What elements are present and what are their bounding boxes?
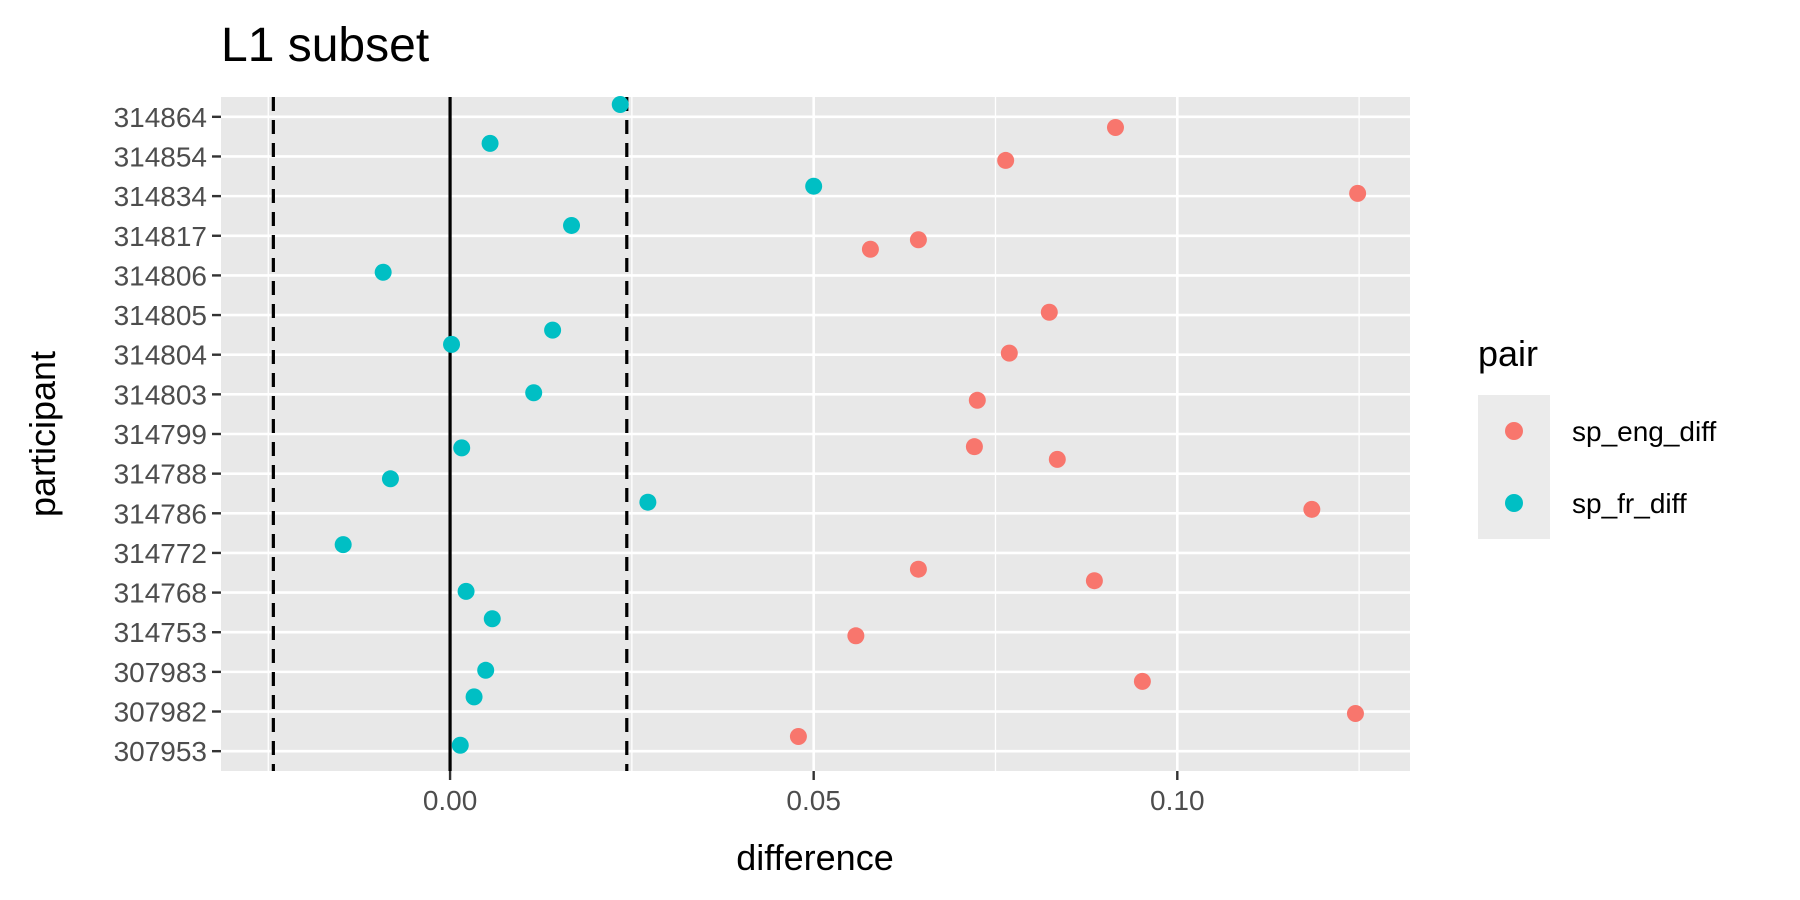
y-tick-label: 314804 <box>114 340 207 371</box>
y-tick-label: 314772 <box>114 538 207 569</box>
point-sp_fr_diff <box>457 582 475 600</box>
point-sp_eng_diff <box>1303 500 1321 518</box>
y-tick-label: 314768 <box>114 578 207 609</box>
point-sp_eng_diff <box>909 560 927 578</box>
x-axis-ticks: 0.00 0.05 0.10 <box>423 771 1205 816</box>
point-sp_eng_diff <box>965 438 983 456</box>
point-sp_fr_diff <box>544 321 562 339</box>
point-sp_fr_diff <box>477 661 495 679</box>
point-sp_fr_diff <box>381 470 399 488</box>
point-sp_eng_diff <box>1000 344 1018 362</box>
y-tick-label: 314788 <box>114 459 207 490</box>
point-sp_eng_diff <box>861 240 879 258</box>
point-sp_fr_diff <box>443 335 461 353</box>
legend-label-sp-eng-diff: sp_eng_diff <box>1572 416 1717 447</box>
y-axis-ticks: 314864 314854 314834 314817 314806 314805 3148… <box>114 102 221 767</box>
legend-title: pair <box>1478 333 1538 374</box>
point-sp_fr_diff <box>483 610 501 628</box>
y-tick-label: 314753 <box>114 617 207 648</box>
y-axis-title: participant <box>22 351 63 517</box>
legend-label-sp-fr-diff: sp_fr_diff <box>1572 488 1687 519</box>
point-sp_fr_diff <box>639 493 657 511</box>
point-sp_eng_diff <box>1085 572 1103 590</box>
point-sp_fr_diff <box>465 688 483 706</box>
grid-lines <box>221 97 1410 771</box>
point-sp_eng_diff <box>1346 705 1364 723</box>
y-tick-label: 314817 <box>114 221 207 252</box>
y-tick-label: 314803 <box>114 379 207 410</box>
y-tick-label: 314834 <box>114 181 207 212</box>
point-sp_eng_diff <box>1040 303 1058 321</box>
y-tick-label: 307983 <box>114 657 207 688</box>
data-points <box>334 96 1367 754</box>
y-tick-label: 314805 <box>114 300 207 331</box>
y-tick-label: 314854 <box>114 141 207 172</box>
y-tick-label: 314806 <box>114 260 207 291</box>
point-sp_eng_diff <box>997 151 1015 169</box>
point-sp_fr_diff <box>525 384 543 402</box>
point-sp_fr_diff <box>451 736 469 754</box>
y-tick-label: 314786 <box>114 498 207 529</box>
point-sp_fr_diff <box>334 536 352 554</box>
point-sp_eng_diff <box>1106 119 1124 137</box>
point-sp_eng_diff <box>1349 184 1367 202</box>
point-sp_fr_diff <box>563 216 581 234</box>
point-sp_fr_diff <box>481 134 499 152</box>
y-tick-label: 314799 <box>114 419 207 450</box>
y-tick-label: 307953 <box>114 736 207 767</box>
reference-lines <box>271 97 629 771</box>
y-tick-label: 314864 <box>114 102 207 133</box>
point-sp_eng_diff <box>1048 450 1066 468</box>
legend: pair sp_eng_diff sp_fr_diff <box>1478 333 1717 539</box>
point-sp_eng_diff <box>968 391 986 409</box>
legend-key-background <box>1478 395 1550 539</box>
point-sp_fr_diff <box>805 177 823 195</box>
point-sp_eng_diff <box>789 728 807 746</box>
point-sp_fr_diff <box>374 263 392 281</box>
x-tick-label: 0.00 <box>423 785 478 816</box>
y-tick-label: 307982 <box>114 697 207 728</box>
legend-key-sp-fr-diff <box>1505 494 1523 512</box>
point-sp_eng_diff <box>909 231 927 249</box>
point-sp_fr_diff <box>611 96 629 114</box>
point-sp_fr_diff <box>453 439 471 457</box>
x-axis-title: difference <box>736 837 893 878</box>
legend-key-sp-eng-diff <box>1505 422 1523 440</box>
x-tick-label: 0.10 <box>1150 785 1205 816</box>
point-sp_eng_diff <box>847 627 865 645</box>
point-sp_eng_diff <box>1133 672 1151 690</box>
chart-title: L1 subset <box>221 19 429 72</box>
x-tick-label: 0.05 <box>786 785 841 816</box>
